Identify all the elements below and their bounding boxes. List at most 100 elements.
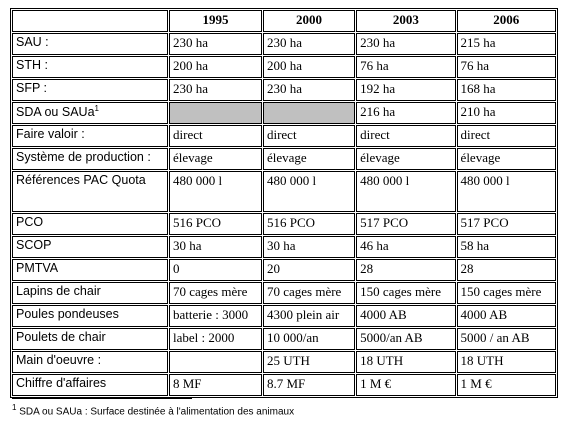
table-row: Faire valoir : direct direct direct direct	[12, 125, 556, 147]
value-cell	[169, 351, 262, 373]
label-text: Lapins de chair	[16, 284, 101, 298]
row-label: SFP :	[12, 79, 168, 101]
value-cell: 480 000 l	[456, 171, 556, 212]
row-label: Système de production :	[12, 148, 168, 170]
table-row: SDA ou SAUa1 216 ha 210 ha	[12, 102, 556, 124]
row-label: SDA ou SAUa1	[12, 102, 168, 124]
value-cell: 230 ha	[169, 79, 262, 101]
value-cell: élevage	[356, 148, 456, 170]
header-row: 1995 2000 2003 2006	[12, 10, 556, 32]
row-label: Poules pondeuses	[12, 305, 168, 327]
label-text: Chiffre d'affaires	[16, 376, 107, 390]
value-cell: 4300 plein air	[262, 305, 356, 327]
year-header: 1995	[169, 10, 262, 32]
value-cell: 150 cages mère	[456, 282, 556, 304]
value-cell: élevage	[456, 148, 556, 170]
value-cell: 58 ha	[456, 236, 556, 258]
value-cell: 46 ha	[356, 236, 456, 258]
value-cell	[169, 102, 262, 124]
footnote: 1 SDA ou SAUa : Surface destinée à l'ali…	[12, 403, 294, 417]
table-row: Chiffre d'affaires 8 MF 8.7 MF 1 M €1 M €	[12, 374, 556, 396]
table-row: PCO 516 PCO 516 PCO 517 PCO 517 PCO	[12, 213, 556, 235]
value-cell: label : 2000	[169, 328, 262, 350]
value-cell: 1 M €	[456, 374, 556, 396]
table-row: Poulets de chair label : 2000 10 000/an 500…	[12, 328, 556, 350]
table-body: 1995 2000 2003 2006 SAU :230 ha 230 ha 230 ha 2…	[12, 10, 556, 396]
value-cell: 30 ha	[262, 236, 356, 258]
table-row: SCOP 30 ha 30 ha 46 ha 58 ha	[12, 236, 556, 258]
value-cell: élevage	[169, 148, 262, 170]
value-cell: 76 ha	[456, 56, 556, 78]
value-cell: 168 ha	[456, 79, 556, 101]
table-row: PMTVA 0 20 28 28	[12, 259, 556, 281]
label-text: SCOP	[16, 238, 52, 252]
value-cell: 517 PCO	[356, 213, 456, 235]
row-label: Main d'oeuvre :	[12, 351, 168, 373]
value-cell: 5000/an AB	[356, 328, 456, 350]
value-cell: 215 ha	[456, 33, 556, 55]
value-cell: direct	[456, 125, 556, 147]
table-row: STH :200 ha 200 ha 76 ha 76 ha	[12, 56, 556, 78]
label-text: SDA ou SAUa	[16, 105, 95, 120]
value-cell: 8 MF	[169, 374, 262, 396]
value-cell: direct	[356, 125, 456, 147]
value-cell: 230 ha	[169, 33, 262, 55]
value-cell	[262, 102, 356, 124]
value-cell: 76 ha	[356, 56, 456, 78]
label-text: STH :	[16, 58, 48, 72]
label-text: Système de production :	[16, 150, 151, 164]
footnote-rule	[12, 398, 192, 399]
value-cell: 70 cages mère	[262, 282, 356, 304]
value-cell: 210 ha	[456, 102, 556, 124]
label-text: PMTVA	[16, 261, 59, 275]
table-row: Main d'oeuvre :25 UTH 18 UTH 18 UTH	[12, 351, 556, 373]
row-label: STH :	[12, 56, 168, 78]
value-cell: 70 cages mère	[169, 282, 262, 304]
value-cell: 8.7 MF	[262, 374, 356, 396]
value-cell: 10 000/an	[262, 328, 356, 350]
row-label: Poulets de chair	[12, 328, 168, 350]
value-cell: élevage	[262, 148, 356, 170]
row-label: PMTVA	[12, 259, 168, 281]
label-text: Poules pondeuses	[16, 307, 119, 321]
value-cell: 18 UTH	[356, 351, 456, 373]
row-label: SAU :	[12, 33, 168, 55]
value-cell: 230 ha	[262, 79, 356, 101]
label-text: Références PAC Quota	[16, 173, 146, 187]
value-cell: 1 M €	[356, 374, 456, 396]
label-text: SAU :	[16, 35, 49, 49]
value-cell: 517 PCO	[456, 213, 556, 235]
label-text: Main d'oeuvre :	[16, 353, 102, 367]
year-header: 2000	[262, 10, 356, 32]
farm-table: 1995 2000 2003 2006 SAU :230 ha 230 ha 230 ha 2…	[10, 8, 558, 398]
value-cell: 480 000 l	[169, 171, 262, 212]
value-cell: 30 ha	[169, 236, 262, 258]
value-cell: 28	[356, 259, 456, 281]
table-row: Poules pondeuses batterie : 3000 4300 plei…	[12, 305, 556, 327]
value-cell: 25 UTH	[262, 351, 356, 373]
row-label: Chiffre d'affaires	[12, 374, 168, 396]
value-cell: 4000 AB	[456, 305, 556, 327]
row-label: PCO	[12, 213, 168, 235]
table-row: SFP :230 ha 230 ha 192 ha 168 ha	[12, 79, 556, 101]
value-cell: 516 PCO	[262, 213, 356, 235]
value-cell: 230 ha	[262, 33, 356, 55]
value-cell: 4000 AB	[356, 305, 456, 327]
value-cell: 480 000 l	[356, 171, 456, 212]
label-text: Faire valoir :	[16, 127, 85, 141]
value-cell: 480 000 l	[262, 171, 356, 212]
value-cell: 216 ha	[356, 102, 456, 124]
value-cell: 516 PCO	[169, 213, 262, 235]
value-cell: 150 cages mère	[356, 282, 456, 304]
value-cell: direct	[169, 125, 262, 147]
value-cell: 5000 / an AB	[456, 328, 556, 350]
value-cell: 28	[456, 259, 556, 281]
table-row: Références PAC Quota 480 000 l 480 000 l 48…	[12, 171, 556, 212]
value-cell: 0	[169, 259, 262, 281]
row-label: Faire valoir :	[12, 125, 168, 147]
value-cell: 200 ha	[169, 56, 262, 78]
label-text: PCO	[16, 215, 44, 229]
value-cell: 20	[262, 259, 356, 281]
footnote-marker: 1	[12, 403, 17, 412]
